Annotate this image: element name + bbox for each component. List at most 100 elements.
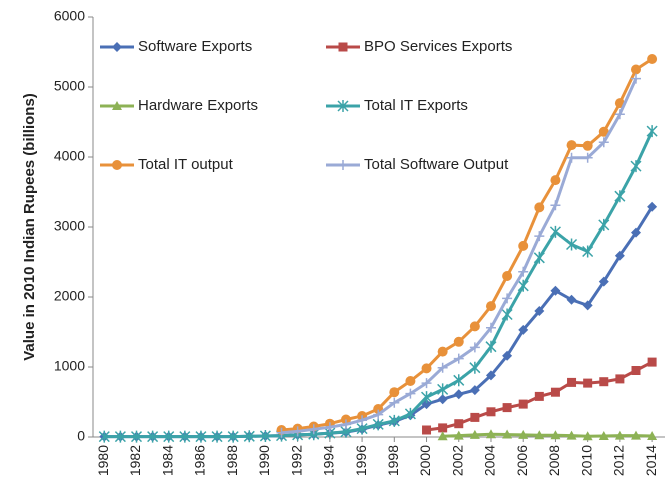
- marker: [437, 362, 448, 373]
- marker: [292, 426, 303, 437]
- legend-label: Hardware Exports: [138, 97, 258, 114]
- marker: [549, 225, 561, 238]
- legend-marker: [112, 101, 122, 110]
- marker: [534, 231, 545, 242]
- x-tick-label: 1998: [385, 445, 401, 476]
- x-tick-label: 2008: [546, 445, 562, 476]
- marker: [533, 251, 545, 264]
- marker: [227, 430, 239, 443]
- marker: [614, 190, 626, 203]
- x-tick-label: 1980: [95, 445, 111, 476]
- marker: [454, 419, 464, 429]
- marker: [630, 160, 642, 173]
- marker: [534, 202, 545, 213]
- marker: [437, 383, 449, 396]
- y-tick-label: 1000: [54, 358, 85, 374]
- marker: [582, 140, 593, 151]
- marker: [582, 152, 593, 163]
- marker: [582, 300, 593, 311]
- x-tick-label: 1986: [192, 445, 208, 476]
- marker: [470, 412, 480, 422]
- marker: [518, 266, 529, 277]
- marker: [502, 293, 513, 304]
- legend-marker: [337, 100, 349, 112]
- y-tick-label: 0: [77, 428, 85, 444]
- marker: [630, 430, 641, 440]
- marker: [437, 431, 448, 441]
- series-line: [104, 205, 654, 439]
- series-line: [104, 130, 654, 439]
- legend-marker: [338, 160, 348, 170]
- y-axis-label: Value in 2010 Indian Rupees (billions): [21, 93, 38, 361]
- marker: [421, 363, 432, 374]
- x-tick-label: 1990: [256, 445, 272, 476]
- marker: [404, 407, 416, 420]
- marker: [114, 430, 126, 443]
- marker: [485, 340, 497, 353]
- x-tick-label: 2000: [417, 445, 433, 476]
- marker: [485, 370, 496, 381]
- y-tick-label: 4000: [54, 148, 85, 164]
- marker: [453, 374, 465, 387]
- marker: [534, 430, 545, 440]
- marker: [405, 376, 416, 386]
- marker: [518, 399, 528, 409]
- marker: [550, 430, 561, 440]
- marker: [582, 431, 593, 441]
- marker: [485, 301, 496, 312]
- marker: [566, 430, 577, 440]
- marker: [550, 285, 561, 296]
- y-tick-label: 2000: [54, 288, 85, 304]
- marker: [614, 250, 625, 261]
- marker: [389, 397, 400, 408]
- x-tick-label: 1996: [353, 445, 369, 476]
- marker: [501, 308, 513, 321]
- x-tick-label: 2014: [643, 445, 659, 476]
- marker: [583, 378, 593, 388]
- marker: [598, 137, 609, 148]
- marker: [437, 394, 448, 405]
- legend-label: Total IT Exports: [364, 97, 468, 114]
- marker: [566, 140, 577, 151]
- marker: [98, 430, 110, 443]
- marker: [534, 306, 545, 316]
- marker: [486, 407, 496, 417]
- marker: [615, 374, 625, 384]
- marker: [469, 429, 480, 439]
- legend-marker: [112, 42, 122, 52]
- marker: [422, 425, 432, 435]
- marker: [485, 322, 496, 333]
- marker: [453, 430, 464, 440]
- marker: [582, 245, 594, 258]
- marker: [598, 126, 609, 137]
- marker: [647, 357, 657, 367]
- marker: [437, 346, 448, 357]
- marker: [631, 366, 641, 375]
- y-tick-label: 6000: [54, 8, 85, 24]
- marker: [372, 418, 384, 431]
- marker: [373, 409, 384, 420]
- marker: [647, 201, 658, 212]
- marker: [598, 218, 610, 231]
- marker: [518, 429, 529, 439]
- marker: [502, 350, 513, 361]
- legend-label: Total IT output: [138, 156, 234, 173]
- marker: [647, 54, 658, 64]
- marker: [276, 427, 287, 438]
- marker: [324, 422, 335, 433]
- x-tick-label: 2012: [611, 445, 627, 476]
- x-tick-label: 1988: [224, 445, 240, 476]
- marker: [421, 391, 433, 404]
- marker: [357, 415, 368, 426]
- x-tick-label: 1994: [321, 445, 337, 476]
- x-tick-label: 2002: [449, 445, 465, 476]
- x-tick-label: 1992: [288, 445, 304, 476]
- marker: [388, 414, 400, 427]
- marker: [438, 423, 448, 433]
- x-tick-label: 1984: [159, 445, 175, 476]
- marker: [630, 64, 641, 75]
- marker: [163, 430, 175, 443]
- marker: [567, 377, 577, 387]
- marker: [550, 175, 561, 186]
